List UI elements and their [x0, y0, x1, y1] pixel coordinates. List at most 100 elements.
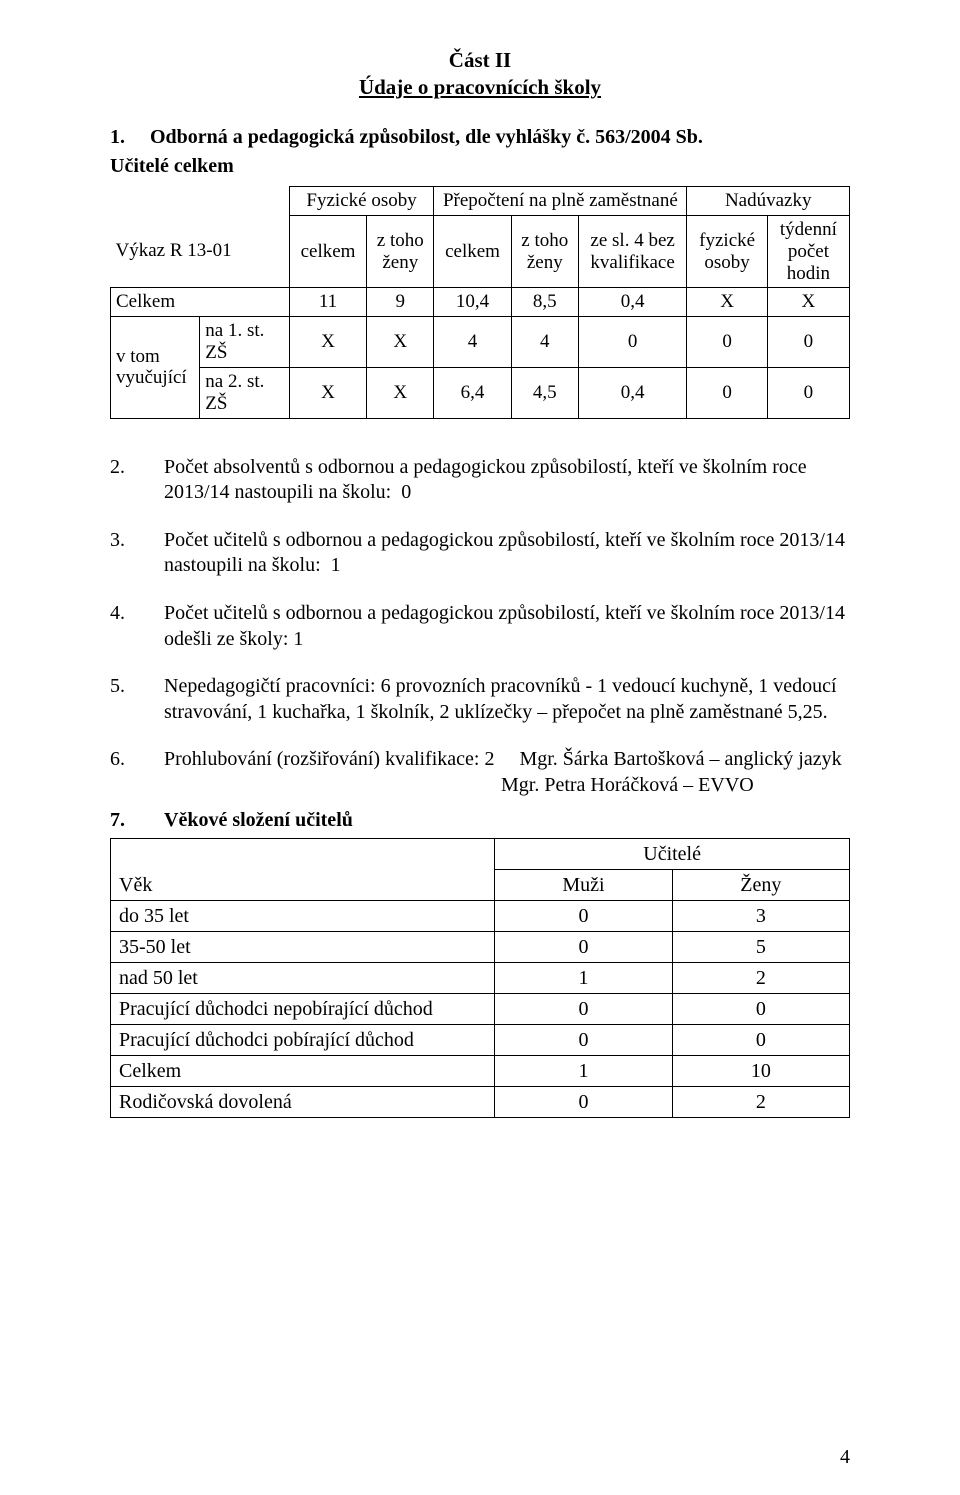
- cell: X: [289, 367, 366, 418]
- part-title: Část II: [110, 48, 850, 73]
- cell: 10: [672, 1055, 849, 1086]
- cell: 0: [495, 1086, 672, 1117]
- table-head-naduvazky: Nadúvazky: [687, 187, 850, 216]
- table-head-ztoho1: z toho ženy: [367, 215, 434, 288]
- cell: 0: [672, 1024, 849, 1055]
- table-row: Pracující důchodci nepobírající důchod 0…: [111, 993, 850, 1024]
- table-head-kvalif: ze sl. 4 bez kvalifikace: [578, 215, 687, 288]
- cell: 0,4: [578, 367, 687, 418]
- page: Část II Údaje o pracovnících školy 1. Od…: [0, 0, 960, 1495]
- item-2: 2. Počet absolventů s odbornou a pedagog…: [110, 455, 850, 506]
- cell: 1: [495, 1055, 672, 1086]
- section1-heading: 1. Odborná a pedagogická způsobilost, dl…: [110, 126, 850, 149]
- table-row: v tom vyučující na 1. st. ZŠ X X 4 4 0 0…: [111, 317, 850, 368]
- table-row: Celkem 1 10: [111, 1055, 850, 1086]
- cell: 0: [495, 900, 672, 931]
- item-number: 2.: [110, 455, 164, 506]
- cell: X: [687, 288, 767, 317]
- item-number: 4.: [110, 601, 164, 652]
- cell: X: [367, 317, 434, 368]
- cell: 1: [495, 962, 672, 993]
- age-row-label: Pracující důchodci nepobírající důchod: [111, 993, 495, 1024]
- cell: 4: [511, 317, 578, 368]
- age-head-muzi: Muži: [495, 869, 672, 900]
- cell: 4,5: [511, 367, 578, 418]
- table-row: Fyzické osoby Přepočtení na plně zaměstn…: [111, 187, 850, 216]
- age-row-label: Rodičovská dovolená: [111, 1086, 495, 1117]
- row-na2-label: na 2. st. ZŠ: [200, 367, 290, 418]
- table-head-celkem2: celkem: [434, 215, 511, 288]
- age-row-label: do 35 let: [111, 900, 495, 931]
- table-row: nad 50 let 1 2: [111, 962, 850, 993]
- item-number: 6.: [110, 747, 164, 798]
- table-row: do 35 let 0 3: [111, 900, 850, 931]
- table-head-tyd: týdenní počet hodin: [767, 215, 849, 288]
- page-number: 4: [840, 1446, 850, 1469]
- item-text: Počet učitelů s odbornou a pedagogickou …: [164, 601, 850, 652]
- item-text: Prohlubování (rozšiřování) kvalifikace: …: [164, 747, 850, 798]
- age-row-label: nad 50 let: [111, 962, 495, 993]
- item-number: 7.: [110, 809, 164, 832]
- age-head-zeny: Ženy: [672, 869, 849, 900]
- table-head-empty: [111, 187, 290, 216]
- section1-subheading: Učitelé celkem: [110, 155, 850, 178]
- cell: 0: [767, 317, 849, 368]
- item-3: 3. Počet učitelů s odbornou a pedagogick…: [110, 528, 850, 579]
- age-row-label: 35-50 let: [111, 931, 495, 962]
- item-text: Počet absolventů s odbornou a pedagogick…: [164, 455, 850, 506]
- cell: 4: [434, 317, 511, 368]
- cell: 0: [578, 317, 687, 368]
- item-5: 5. Nepedagogičtí pracovníci: 6 provozníc…: [110, 674, 850, 725]
- cell: 5: [672, 931, 849, 962]
- item-7: 7.Věkové složení učitelů: [110, 809, 850, 832]
- item-number: 3.: [110, 528, 164, 579]
- table-head-fyzos: fyzické osoby: [687, 215, 767, 288]
- cell: 2: [672, 962, 849, 993]
- cell: 0,4: [578, 288, 687, 317]
- item-7-text: Věkové složení učitelů: [164, 809, 353, 831]
- part-subtitle: Údaje o pracovnících školy: [110, 75, 850, 100]
- table-head-prepocteni: Přepočtení na plně zaměstnané: [434, 187, 687, 216]
- cell: X: [767, 288, 849, 317]
- row-group-label: v tom vyučující: [111, 317, 200, 418]
- age-head-ucitele: Učitelé: [495, 838, 850, 869]
- cell: 0: [495, 931, 672, 962]
- cell: 0: [687, 317, 767, 368]
- item-6-r2: Mgr. Petra Horáčková – EVVO: [164, 773, 850, 799]
- age-row-label: Pracující důchodci pobírající důchod: [111, 1024, 495, 1055]
- table-row: Rodičovská dovolená 0 2: [111, 1086, 850, 1117]
- cell: 0: [672, 993, 849, 1024]
- item-6: 6. Prohlubování (rozšiřování) kvalifikac…: [110, 747, 850, 798]
- age-row-label: Celkem: [111, 1055, 495, 1086]
- cell: 11: [289, 288, 366, 317]
- table-row: Věk Učitelé: [111, 838, 850, 869]
- row-celkem-label: Celkem: [111, 288, 290, 317]
- cell: 10,4: [434, 288, 511, 317]
- table-head-vykaz: Výkaz R 13-01: [111, 215, 290, 288]
- table-head-fyzicke: Fyzické osoby: [289, 187, 434, 216]
- item-6-r1: Mgr. Šárka Bartošková – anglický jazyk: [519, 748, 841, 770]
- item-6-left: Prohlubování (rozšiřování) kvalifikace: …: [164, 748, 494, 770]
- table-row: na 2. st. ZŠ X X 6,4 4,5 0,4 0 0: [111, 367, 850, 418]
- cell: 0: [687, 367, 767, 418]
- table-head-celkem1: celkem: [289, 215, 366, 288]
- table-row: Celkem 11 9 10,4 8,5 0,4 X X: [111, 288, 850, 317]
- cell: 9: [367, 288, 434, 317]
- row-na1-label: na 1. st. ZŠ: [200, 317, 290, 368]
- table-age: Věk Učitelé Muži Ženy do 35 let 0 3 35-5…: [110, 838, 850, 1118]
- table-teachers: Fyzické osoby Přepočtení na plně zaměstn…: [110, 186, 850, 419]
- cell: 6,4: [434, 367, 511, 418]
- cell: 8,5: [511, 288, 578, 317]
- table-head-ztoho2: z toho ženy: [511, 215, 578, 288]
- table-row: 35-50 let 0 5: [111, 931, 850, 962]
- cell: 0: [495, 993, 672, 1024]
- item-4: 4. Počet učitelů s odbornou a pedagogick…: [110, 601, 850, 652]
- cell: X: [289, 317, 366, 368]
- cell: 3: [672, 900, 849, 931]
- cell: 0: [767, 367, 849, 418]
- cell: X: [367, 367, 434, 418]
- item-text: Počet učitelů s odbornou a pedagogickou …: [164, 528, 850, 579]
- table-row: Výkaz R 13-01 celkem z toho ženy celkem …: [111, 215, 850, 288]
- cell: 2: [672, 1086, 849, 1117]
- table-row: Pracující důchodci pobírající důchod 0 0: [111, 1024, 850, 1055]
